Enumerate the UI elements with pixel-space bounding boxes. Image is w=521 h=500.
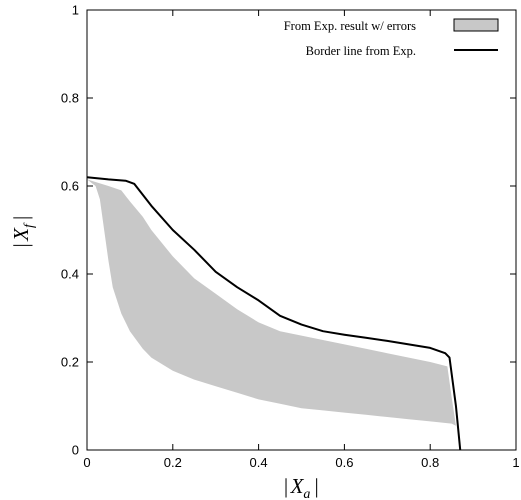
x-tick-label: 1 [512, 455, 519, 470]
legend-swatch-band [453, 18, 499, 32]
x-tick-label: 0 [83, 455, 90, 470]
legend-label-band: From Exp. result w/ errors [284, 19, 416, 33]
border-line [86, 176, 462, 451]
x-tick-label: 0.6 [335, 455, 353, 470]
y-tick-label: 0.4 [61, 267, 79, 282]
y-axis-label: |Xf| [9, 215, 37, 248]
error-band-area [87, 179, 456, 426]
y-tick-label: 0 [72, 443, 79, 458]
x-tick-label: 0.2 [164, 455, 182, 470]
y-tick-label: 0.8 [61, 91, 79, 106]
y-tick-label: 0.6 [61, 179, 79, 194]
x-tick-label: 0.4 [250, 455, 268, 470]
legend-label-line: Border line from Exp. [306, 44, 416, 58]
legend: From Exp. result w/ errors Border line f… [284, 18, 499, 58]
plot-frame [86, 9, 517, 451]
x-axis-label: |Xa | [283, 474, 319, 500]
x-tick-label: 0.8 [421, 455, 439, 470]
y-tick-label: 1 [72, 3, 79, 18]
y-tick-label: 0.2 [61, 355, 79, 370]
